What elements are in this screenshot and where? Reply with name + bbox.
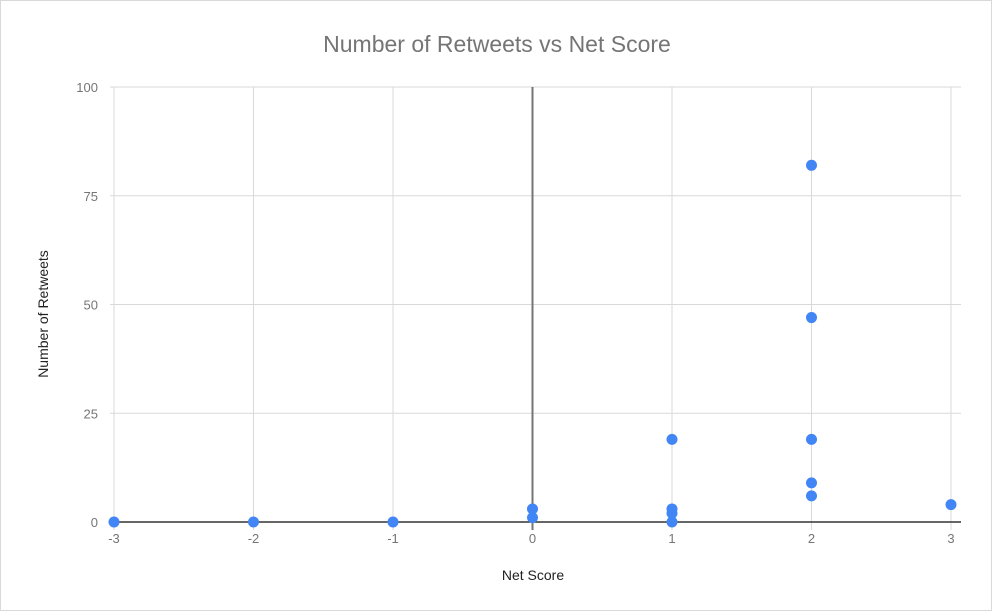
- data-point: [108, 516, 120, 528]
- y-tick-label: 75: [84, 189, 98, 204]
- data-point: [527, 503, 538, 515]
- x-tick-label: -2: [248, 531, 260, 546]
- data-point: [387, 516, 399, 528]
- y-tick-label: 100: [76, 80, 98, 95]
- data-point: [666, 433, 678, 445]
- x-tick-label: 2: [808, 531, 815, 546]
- data-point: [806, 312, 817, 324]
- data-point: [806, 477, 817, 489]
- data-point: [806, 159, 817, 171]
- y-axis-title: Number of Retweets: [35, 250, 51, 378]
- data-point: [806, 433, 817, 445]
- data-point: [248, 516, 259, 528]
- data-point: [666, 507, 678, 519]
- data-point: [945, 499, 957, 511]
- y-tick-label: 0: [91, 515, 98, 530]
- data-point: [806, 490, 817, 502]
- chart-title: Number of Retweets vs Net Score: [323, 31, 671, 57]
- x-tick-label: 3: [947, 531, 954, 546]
- y-tick-label: 50: [84, 298, 98, 313]
- x-tick-label: 0: [529, 531, 536, 546]
- data-point: [666, 516, 678, 528]
- x-tick-label: 1: [668, 531, 675, 546]
- x-tick-label: -1: [387, 531, 399, 546]
- data-point: [527, 512, 538, 524]
- x-tick-label: -3: [108, 531, 120, 546]
- x-axis-title: Net Score: [501, 567, 565, 583]
- y-tick-label: 25: [84, 406, 98, 421]
